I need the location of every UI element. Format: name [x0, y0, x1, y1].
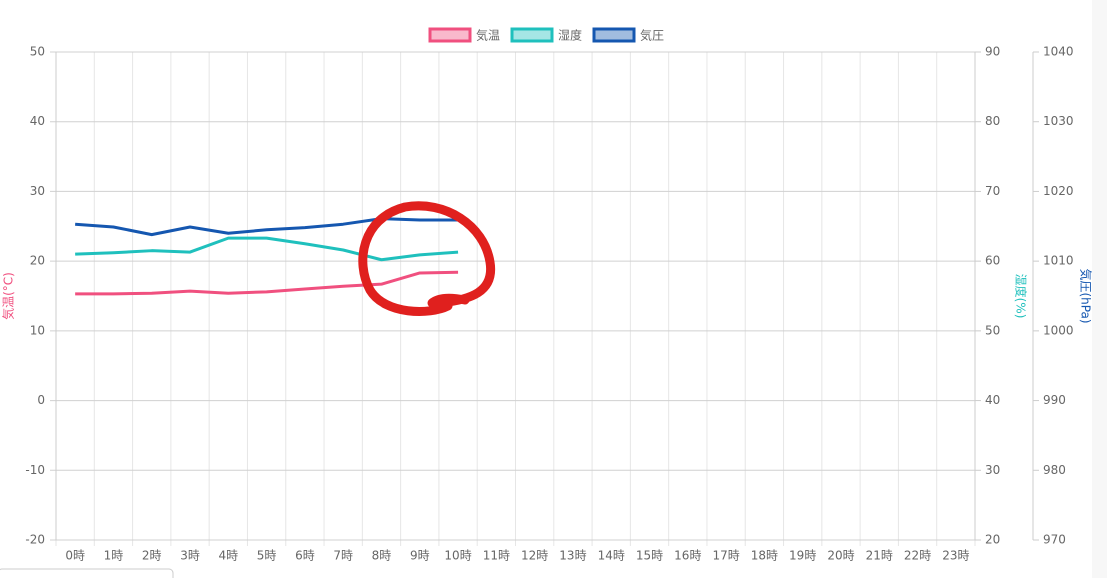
x-tick-label: 0時: [65, 549, 85, 563]
x-tick-label: 22時: [904, 549, 931, 563]
y-tick-label: 20: [30, 254, 45, 268]
x-tick-label: 18時: [751, 549, 778, 563]
y2-tick-label: 50: [985, 323, 1000, 337]
y2-tick-label: 90: [985, 45, 1000, 59]
y3-tick-label: 1020: [1043, 184, 1074, 198]
y-tick-label: -10: [25, 463, 45, 477]
legend-label[interactable]: 湿度: [558, 28, 582, 43]
x-tick-label: 9時: [410, 549, 430, 563]
x-tick-label: 1時: [104, 549, 124, 563]
y2-tick-label: 70: [985, 184, 1000, 198]
x-tick-label: 13時: [559, 549, 586, 563]
y3-tick-label: 1030: [1043, 114, 1074, 128]
x-tick-label: 8時: [372, 549, 392, 563]
x-tick-label: 5時: [257, 549, 277, 563]
series-line: [75, 270, 459, 296]
x-tick-label: 17時: [712, 549, 739, 563]
y2-axis-title: 湿度(%): [1014, 274, 1029, 319]
x-tick-label: 4時: [218, 549, 238, 563]
y2-tick-label: 20: [985, 533, 1000, 547]
y-axis-title: 気温(°C): [1, 272, 16, 320]
legend-label[interactable]: 気圧: [640, 28, 664, 43]
x-tick-label: 12時: [521, 549, 548, 563]
y-tick-label: 50: [30, 45, 45, 59]
legend-swatch[interactable]: [428, 27, 472, 43]
x-tick-label: 2時: [142, 549, 162, 563]
x-tick-label: 14時: [598, 549, 625, 563]
x-tick-label: 10時: [444, 549, 471, 563]
select-box[interactable]: [0, 568, 174, 578]
y3-tick-label: 980: [1043, 463, 1066, 477]
x-tick-label: 16時: [674, 549, 701, 563]
scrollbar: [1092, 0, 1107, 578]
y2-tick-label: 60: [985, 254, 1000, 268]
x-tick-label: 20時: [827, 549, 854, 563]
legend-label[interactable]: 気温: [476, 28, 500, 43]
legend-swatch[interactable]: [592, 27, 636, 43]
y2-tick-label: 40: [985, 393, 1000, 407]
x-tick-label: 23時: [942, 549, 969, 563]
y-tick-label: 10: [30, 323, 45, 337]
x-tick-label: 6時: [295, 549, 315, 563]
y-tick-label: 0: [37, 393, 45, 407]
series-line: [75, 236, 459, 262]
y-tick-label: -20: [25, 533, 45, 547]
x-tick-label: 21時: [866, 549, 893, 563]
y3-tick-label: 990: [1043, 393, 1066, 407]
series-line: [75, 217, 459, 237]
annotation-circle: [358, 201, 496, 316]
x-tick-label: 7時: [333, 549, 353, 563]
y3-tick-label: 1000: [1043, 323, 1074, 337]
y3-axis-title: 気圧(hPa): [1079, 268, 1094, 323]
legend-swatch[interactable]: [510, 27, 554, 43]
y-tick-label: 30: [30, 184, 45, 198]
x-tick-label: 3時: [180, 549, 200, 563]
y3-tick-label: 1040: [1043, 45, 1074, 59]
x-tick-label: 19時: [789, 549, 816, 563]
y2-tick-label: 80: [985, 114, 1000, 128]
x-tick-label: 15時: [636, 549, 663, 563]
y3-tick-label: 1010: [1043, 254, 1074, 268]
y3-tick-label: 970: [1043, 533, 1066, 547]
y-tick-label: 40: [30, 114, 45, 128]
y2-tick-label: 30: [985, 463, 1000, 477]
x-tick-label: 11時: [483, 549, 510, 563]
